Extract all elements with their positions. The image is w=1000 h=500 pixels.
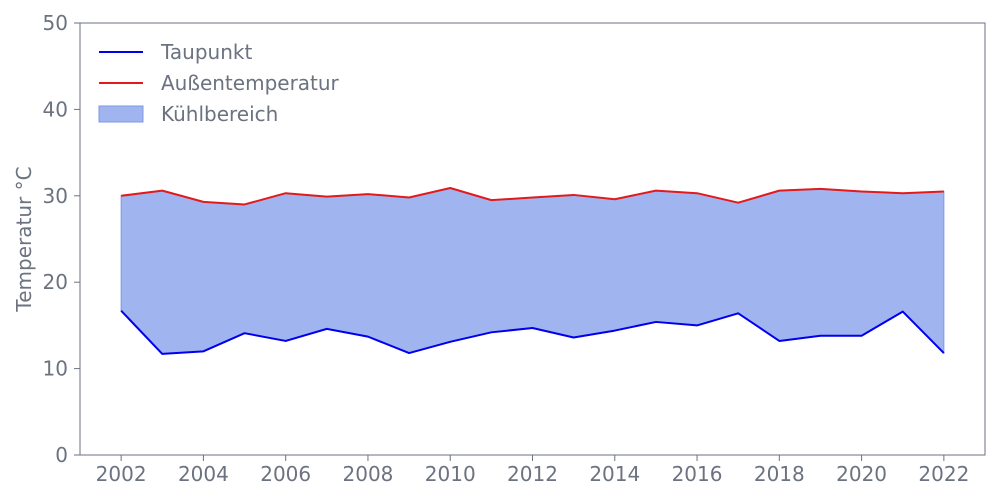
y-tick-label: 0 [55,443,68,467]
legend-label-aussentemperatur: Außentemperatur [161,71,340,95]
y-tick-label: 40 [43,97,68,121]
legend-label-kuehlbereich: Kühlbereich [161,102,278,126]
x-tick-label: 2006 [260,462,311,486]
legend-swatch-kuehlbereich [98,105,144,123]
y-tick-label: 20 [43,270,68,294]
x-tick-label: 2012 [507,462,558,486]
y-tick-label: 10 [43,357,68,381]
legend: Taupunkt Außentemperatur Kühlbereich [98,40,340,126]
axes-layer: 0 10 20 30 40 50 2002 2004 2006 2008 2010 2012 2014 2… [43,11,986,486]
y-axis-title: Temperatur °C [12,166,36,312]
y-tick-label: 50 [43,11,68,35]
x-tick-label: 2018 [754,462,805,486]
x-tick-label: 2008 [343,462,394,486]
x-tick-label: 2020 [836,462,887,486]
series-line-aussentemperatur [121,187,944,206]
fill-layer [120,187,945,355]
x-tick-label: 2004 [178,462,229,486]
series-line-taupunkt [120,310,945,355]
y-tick-label: 30 [43,184,68,208]
x-tick-label: 2010 [425,462,476,486]
x-tick-label: 2022 [918,462,969,486]
x-tick-label: 2016 [672,462,723,486]
fill-area-kuehlbereich [120,187,945,355]
x-tick-label: 2014 [589,462,640,486]
x-tick-label: 2002 [96,462,147,486]
lines-layer [120,187,945,355]
legend-label-taupunkt: Taupunkt [160,40,252,64]
